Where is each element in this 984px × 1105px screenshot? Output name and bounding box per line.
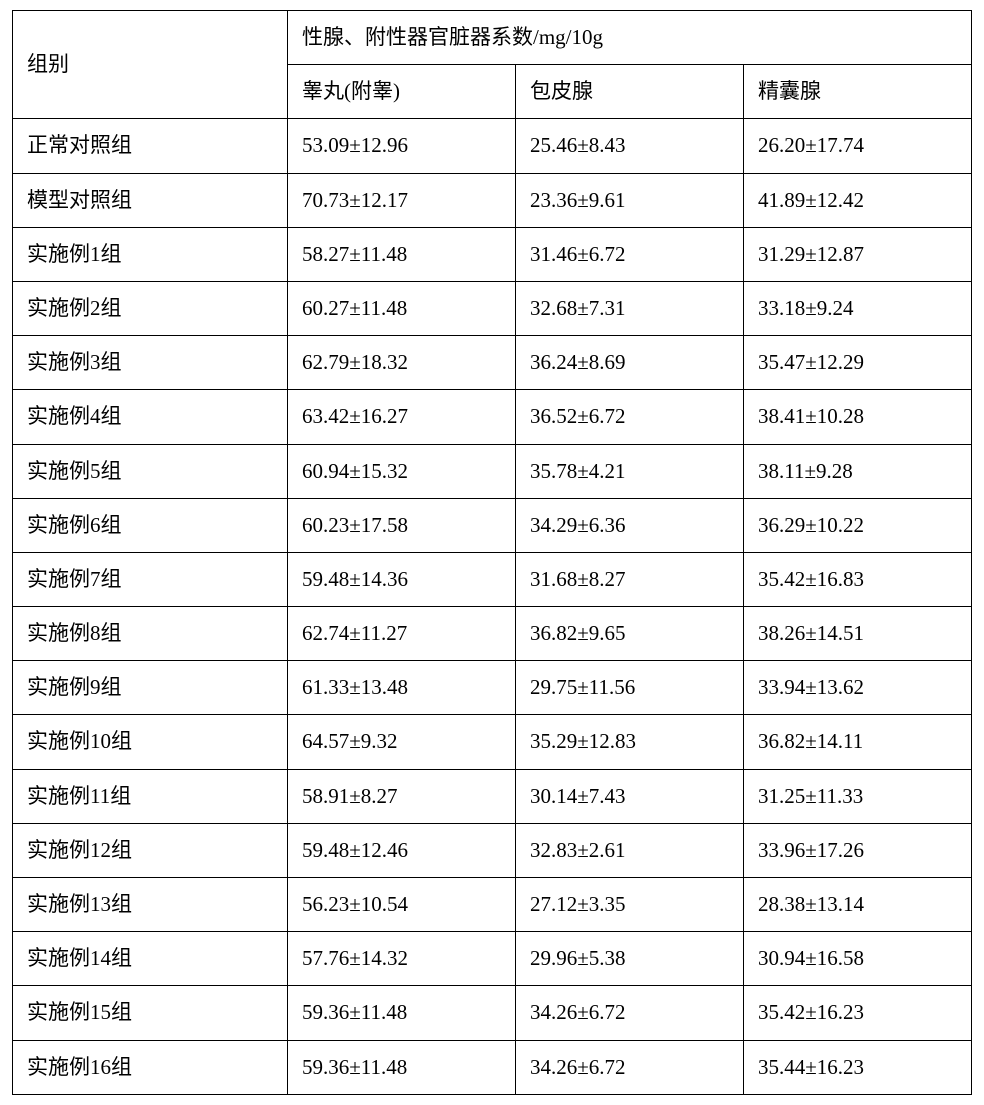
table-row: 实施例9组61.33±13.4829.75±11.5633.94±13.62: [13, 661, 972, 715]
table-row: 实施例6组60.23±17.5834.29±6.3636.29±10.22: [13, 498, 972, 552]
cell-c3: 33.96±17.26: [744, 823, 972, 877]
cell-c1: 58.27±11.48: [288, 227, 516, 281]
table-row: 实施例10组64.57±9.3235.29±12.8336.82±14.11: [13, 715, 972, 769]
cell-c3: 35.42±16.83: [744, 552, 972, 606]
cell-c2: 34.29±6.36: [516, 498, 744, 552]
cell-c2: 36.82±9.65: [516, 607, 744, 661]
data-table: 组别 性腺、附性器官脏器系数/mg/10g 睾丸(附睾) 包皮腺 精囊腺 正常对…: [12, 10, 972, 1095]
cell-group: 正常对照组: [13, 119, 288, 173]
cell-group: 实施例12组: [13, 823, 288, 877]
cell-c3: 31.25±11.33: [744, 769, 972, 823]
cell-group: 实施例10组: [13, 715, 288, 769]
cell-c1: 62.74±11.27: [288, 607, 516, 661]
cell-c1: 70.73±12.17: [288, 173, 516, 227]
cell-c3: 41.89±12.42: [744, 173, 972, 227]
cell-c2: 29.75±11.56: [516, 661, 744, 715]
cell-c3: 38.41±10.28: [744, 390, 972, 444]
table-body: 正常对照组53.09±12.9625.46±8.4326.20±17.74模型对…: [13, 119, 972, 1094]
cell-c1: 60.23±17.58: [288, 498, 516, 552]
cell-c3: 30.94±16.58: [744, 932, 972, 986]
table-row: 实施例7组59.48±14.3631.68±8.2735.42±16.83: [13, 552, 972, 606]
cell-c3: 28.38±13.14: [744, 878, 972, 932]
cell-group: 实施例13组: [13, 878, 288, 932]
cell-c3: 35.47±12.29: [744, 336, 972, 390]
cell-c1: 60.27±11.48: [288, 281, 516, 335]
cell-c2: 30.14±7.43: [516, 769, 744, 823]
header-col2: 包皮腺: [516, 65, 744, 119]
cell-group: 实施例4组: [13, 390, 288, 444]
table-row: 实施例5组60.94±15.3235.78±4.2138.11±9.28: [13, 444, 972, 498]
cell-c2: 25.46±8.43: [516, 119, 744, 173]
cell-c3: 38.26±14.51: [744, 607, 972, 661]
cell-c2: 35.29±12.83: [516, 715, 744, 769]
cell-c2: 27.12±3.35: [516, 878, 744, 932]
header-col1: 睾丸(附睾): [288, 65, 516, 119]
cell-c1: 64.57±9.32: [288, 715, 516, 769]
cell-group: 实施例14组: [13, 932, 288, 986]
cell-group: 实施例5组: [13, 444, 288, 498]
table-row: 实施例1组58.27±11.4831.46±6.7231.29±12.87: [13, 227, 972, 281]
cell-group: 实施例16组: [13, 1040, 288, 1094]
cell-c2: 31.68±8.27: [516, 552, 744, 606]
table-row: 实施例12组59.48±12.4632.83±2.6133.96±17.26: [13, 823, 972, 877]
cell-c3: 35.42±16.23: [744, 986, 972, 1040]
cell-c1: 63.42±16.27: [288, 390, 516, 444]
cell-c2: 36.52±6.72: [516, 390, 744, 444]
cell-c2: 23.36±9.61: [516, 173, 744, 227]
cell-group: 实施例9组: [13, 661, 288, 715]
cell-c1: 60.94±15.32: [288, 444, 516, 498]
table-row: 模型对照组70.73±12.1723.36±9.6141.89±12.42: [13, 173, 972, 227]
cell-c3: 26.20±17.74: [744, 119, 972, 173]
header-span-title: 性腺、附性器官脏器系数/mg/10g: [288, 11, 972, 65]
cell-c2: 31.46±6.72: [516, 227, 744, 281]
table-header: 组别 性腺、附性器官脏器系数/mg/10g 睾丸(附睾) 包皮腺 精囊腺: [13, 11, 972, 119]
table-row: 实施例2组60.27±11.4832.68±7.3133.18±9.24: [13, 281, 972, 335]
cell-c3: 33.94±13.62: [744, 661, 972, 715]
cell-c3: 38.11±9.28: [744, 444, 972, 498]
table-row: 实施例15组59.36±11.4834.26±6.7235.42±16.23: [13, 986, 972, 1040]
cell-group: 实施例2组: [13, 281, 288, 335]
cell-c3: 35.44±16.23: [744, 1040, 972, 1094]
table-row: 实施例13组56.23±10.5427.12±3.3528.38±13.14: [13, 878, 972, 932]
cell-c2: 29.96±5.38: [516, 932, 744, 986]
table-row: 实施例3组62.79±18.3236.24±8.6935.47±12.29: [13, 336, 972, 390]
cell-c2: 35.78±4.21: [516, 444, 744, 498]
header-group: 组别: [13, 11, 288, 119]
cell-group: 实施例3组: [13, 336, 288, 390]
header-col3: 精囊腺: [744, 65, 972, 119]
cell-group: 实施例11组: [13, 769, 288, 823]
cell-c3: 36.82±14.11: [744, 715, 972, 769]
cell-c1: 56.23±10.54: [288, 878, 516, 932]
cell-c2: 34.26±6.72: [516, 986, 744, 1040]
cell-group: 实施例7组: [13, 552, 288, 606]
cell-group: 实施例15组: [13, 986, 288, 1040]
cell-group: 实施例6组: [13, 498, 288, 552]
table-row: 实施例16组59.36±11.4834.26±6.7235.44±16.23: [13, 1040, 972, 1094]
cell-c2: 32.68±7.31: [516, 281, 744, 335]
cell-group: 实施例8组: [13, 607, 288, 661]
cell-c2: 32.83±2.61: [516, 823, 744, 877]
cell-c1: 57.76±14.32: [288, 932, 516, 986]
table-row: 实施例14组57.76±14.3229.96±5.3830.94±16.58: [13, 932, 972, 986]
cell-c1: 59.48±14.36: [288, 552, 516, 606]
table-row: 实施例4组63.42±16.2736.52±6.7238.41±10.28: [13, 390, 972, 444]
cell-c3: 33.18±9.24: [744, 281, 972, 335]
cell-group: 模型对照组: [13, 173, 288, 227]
cell-c2: 36.24±8.69: [516, 336, 744, 390]
cell-c1: 61.33±13.48: [288, 661, 516, 715]
cell-c1: 59.48±12.46: [288, 823, 516, 877]
table-row: 实施例8组62.74±11.2736.82±9.6538.26±14.51: [13, 607, 972, 661]
table-row: 正常对照组53.09±12.9625.46±8.4326.20±17.74: [13, 119, 972, 173]
cell-c1: 53.09±12.96: [288, 119, 516, 173]
cell-c1: 59.36±11.48: [288, 986, 516, 1040]
cell-c3: 31.29±12.87: [744, 227, 972, 281]
cell-c1: 58.91±8.27: [288, 769, 516, 823]
cell-c1: 59.36±11.48: [288, 1040, 516, 1094]
cell-c3: 36.29±10.22: [744, 498, 972, 552]
cell-c2: 34.26±6.72: [516, 1040, 744, 1094]
cell-group: 实施例1组: [13, 227, 288, 281]
table-row: 实施例11组58.91±8.2730.14±7.4331.25±11.33: [13, 769, 972, 823]
cell-c1: 62.79±18.32: [288, 336, 516, 390]
